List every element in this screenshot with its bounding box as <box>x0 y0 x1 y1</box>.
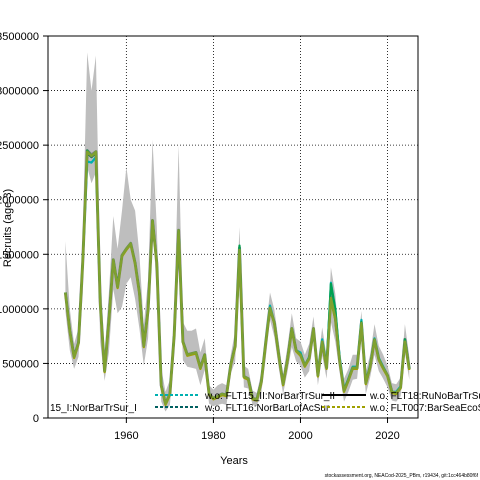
legend-label: w.o. FLT15_II:NorBarTrSur_II <box>204 391 335 402</box>
x-tick-label: 2000 <box>288 430 312 442</box>
legend-label: w.o. FLT18:RuNoBarTrSur <box>369 391 480 402</box>
x-tick-label: 2020 <box>375 430 399 442</box>
legend-label: 15_I:NorBarTrSur_I <box>50 403 137 414</box>
y-tick-label: 500000 <box>2 358 39 370</box>
y-tick-label: 1500000 <box>0 249 39 261</box>
y-tick-label: 3000000 <box>0 86 39 98</box>
x-axis-title: Years <box>220 455 248 467</box>
x-axis: 1960 1980 2000 2020 <box>114 418 400 442</box>
series-line <box>64 150 411 405</box>
y-tick-label: 0 <box>33 413 39 425</box>
plot-frame <box>47 35 419 419</box>
credit-text: stockassessment.org, NEACod-2025_PBm, r1… <box>325 473 479 479</box>
x-tick-label: 1960 <box>114 430 138 442</box>
confidence-band <box>65 52 410 412</box>
y-tick-label: 3500000 <box>0 31 39 43</box>
series-lines <box>63 149 411 406</box>
y-axis-title: Recruits (age 3) <box>2 189 14 267</box>
legend-label: w.o. FLT007:BarSeaEcoSur <box>369 403 480 414</box>
legend: 15_I:NorBarTrSur_I w.o. FLT15_II:NorBarTr… <box>50 391 480 414</box>
y-tick-label: 2000000 <box>0 195 39 207</box>
y-axis: 0 500000 1000000 1500000 2000000 2500000 30000… <box>0 31 48 425</box>
legend-label: w.o. FLT16:NorBarLofAcSur <box>204 403 330 414</box>
y-tick-label: 1000000 <box>0 304 39 316</box>
x-tick-label: 1980 <box>201 430 225 442</box>
y-tick-label: 2500000 <box>0 140 39 152</box>
